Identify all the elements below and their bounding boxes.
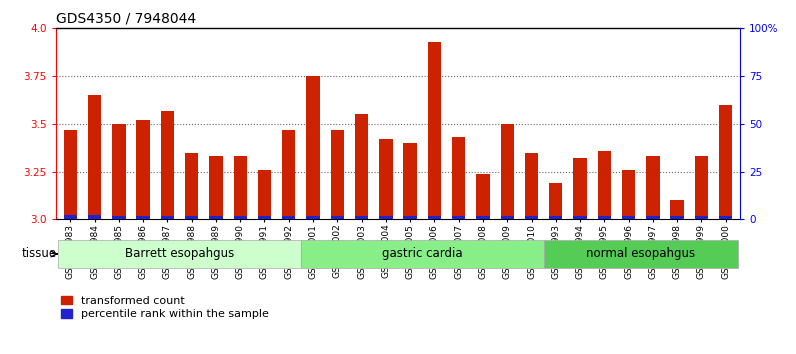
Bar: [427, 42, 441, 219]
FancyBboxPatch shape: [544, 240, 738, 268]
Legend: transformed count, percentile rank within the sample: transformed count, percentile rank withi…: [61, 296, 269, 319]
Bar: [622, 170, 635, 219]
Bar: [452, 216, 466, 219]
Bar: [136, 216, 150, 219]
FancyBboxPatch shape: [58, 240, 301, 268]
FancyBboxPatch shape: [301, 240, 544, 268]
Bar: [88, 95, 101, 219]
Bar: [161, 216, 174, 219]
Bar: [501, 124, 514, 219]
Bar: [549, 216, 563, 219]
Bar: [112, 216, 126, 219]
Bar: [185, 216, 198, 219]
Bar: [258, 216, 271, 219]
Bar: [404, 216, 417, 219]
Bar: [306, 216, 320, 219]
Bar: [404, 143, 417, 219]
Text: tissue: tissue: [21, 247, 57, 261]
Bar: [452, 137, 466, 219]
Bar: [185, 153, 198, 219]
Bar: [355, 216, 369, 219]
Bar: [573, 158, 587, 219]
Bar: [646, 216, 660, 219]
Bar: [112, 124, 126, 219]
Bar: [161, 110, 174, 219]
Bar: [282, 216, 295, 219]
Text: gastric cardia: gastric cardia: [382, 247, 462, 261]
Bar: [379, 139, 392, 219]
Bar: [209, 216, 223, 219]
Bar: [695, 156, 708, 219]
Bar: [670, 216, 684, 219]
Bar: [549, 183, 563, 219]
Bar: [233, 216, 247, 219]
Bar: [233, 156, 247, 219]
Bar: [282, 130, 295, 219]
Bar: [501, 216, 514, 219]
Text: Barrett esopahgus: Barrett esopahgus: [125, 247, 234, 261]
Bar: [598, 216, 611, 219]
Bar: [330, 130, 344, 219]
Bar: [258, 170, 271, 219]
Bar: [330, 216, 344, 219]
Bar: [355, 114, 369, 219]
Bar: [646, 156, 660, 219]
Bar: [64, 130, 77, 219]
Bar: [379, 216, 392, 219]
Bar: [476, 216, 490, 219]
Bar: [622, 216, 635, 219]
Bar: [525, 216, 538, 219]
Bar: [136, 120, 150, 219]
Bar: [209, 156, 223, 219]
Bar: [525, 153, 538, 219]
Bar: [719, 105, 732, 219]
Bar: [573, 216, 587, 219]
Bar: [476, 173, 490, 219]
Bar: [695, 216, 708, 219]
Bar: [306, 76, 320, 219]
Text: GDS4350 / 7948044: GDS4350 / 7948044: [56, 12, 196, 26]
Bar: [719, 216, 732, 219]
Bar: [64, 215, 77, 219]
Bar: [427, 216, 441, 219]
Bar: [670, 200, 684, 219]
Bar: [88, 215, 101, 219]
Bar: [598, 151, 611, 219]
Text: normal esopahgus: normal esopahgus: [586, 247, 696, 261]
